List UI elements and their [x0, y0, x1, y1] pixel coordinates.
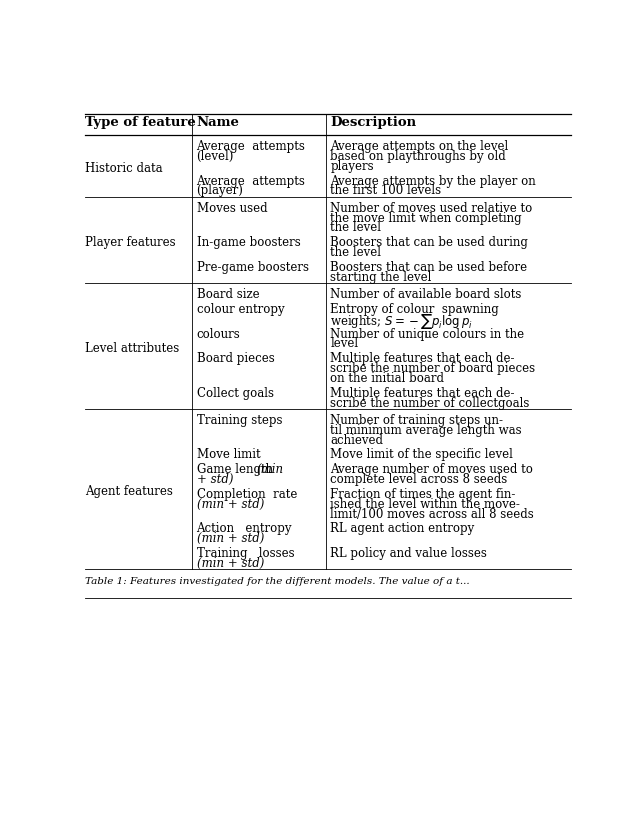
Text: Collect goals: Collect goals: [196, 387, 273, 400]
Text: scribe the number of board pieces: scribe the number of board pieces: [330, 362, 536, 375]
Text: Average attempts on the level: Average attempts on the level: [330, 140, 509, 154]
Text: Name: Name: [196, 117, 239, 129]
Text: (min + std): (min + std): [196, 532, 264, 545]
Text: Action   entropy: Action entropy: [196, 522, 292, 535]
Text: starting the level: starting the level: [330, 271, 432, 284]
Text: Fraction of times the agent fin-: Fraction of times the agent fin-: [330, 488, 516, 501]
Text: Training steps: Training steps: [196, 414, 282, 427]
Text: Board size: Board size: [196, 288, 259, 301]
Text: based on playthroughs by old: based on playthroughs by old: [330, 150, 506, 163]
Text: (min + std): (min + std): [196, 498, 264, 511]
Text: Pre-game boosters: Pre-game boosters: [196, 261, 308, 274]
Text: Boosters that can be used before: Boosters that can be used before: [330, 261, 527, 274]
Text: (player): (player): [196, 185, 243, 198]
Text: the first 100 levels: the first 100 levels: [330, 185, 442, 198]
Text: the level: the level: [330, 222, 381, 235]
Text: Average  attempts: Average attempts: [196, 175, 305, 188]
Text: the move limit when completing: the move limit when completing: [330, 212, 522, 225]
Text: the level: the level: [330, 246, 381, 259]
Text: (level): (level): [196, 150, 234, 163]
Text: scribe the number of collectgoals: scribe the number of collectgoals: [330, 397, 530, 410]
Text: Multiple features that each de-: Multiple features that each de-: [330, 387, 515, 400]
Text: colours: colours: [196, 328, 240, 341]
Text: RL agent action entropy: RL agent action entropy: [330, 522, 475, 535]
Text: Historic data: Historic data: [85, 162, 163, 175]
Text: Multiple features that each de-: Multiple features that each de-: [330, 352, 515, 365]
Text: Training   losses: Training losses: [196, 547, 294, 560]
Text: Board pieces: Board pieces: [196, 352, 275, 365]
Text: (min + std): (min + std): [196, 557, 264, 570]
Text: Type of feature: Type of feature: [85, 117, 196, 129]
Text: Level attributes: Level attributes: [85, 342, 179, 355]
Text: Completion  rate: Completion rate: [196, 488, 297, 501]
Text: Number of available board slots: Number of available board slots: [330, 288, 522, 301]
Text: + std): + std): [196, 473, 233, 486]
Text: (min: (min: [257, 463, 284, 476]
Text: Moves used: Moves used: [196, 202, 267, 215]
Text: Boosters that can be used during: Boosters that can be used during: [330, 236, 529, 250]
Text: Average attempts by the player on: Average attempts by the player on: [330, 175, 536, 188]
Text: Move limit: Move limit: [196, 448, 260, 461]
Text: on the initial board: on the initial board: [330, 372, 445, 385]
Text: Game length: Game length: [196, 463, 276, 476]
Text: limit/100 moves across all 8 seeds: limit/100 moves across all 8 seeds: [330, 507, 534, 521]
Text: level: level: [330, 337, 358, 351]
Text: til minimum average length was: til minimum average length was: [330, 424, 522, 437]
Text: Player features: Player features: [85, 236, 175, 249]
Text: Entropy of colour  spawning: Entropy of colour spawning: [330, 303, 499, 316]
Text: ished the level within the move-: ished the level within the move-: [330, 498, 520, 511]
Text: Number of moves used relative to: Number of moves used relative to: [330, 202, 532, 215]
Text: Description: Description: [330, 117, 417, 129]
Text: In-game boosters: In-game boosters: [196, 236, 300, 250]
Text: weights; $S=-\sum_i p_i \log p_i$: weights; $S=-\sum_i p_i \log p_i$: [330, 313, 474, 341]
Text: RL policy and value losses: RL policy and value losses: [330, 547, 487, 560]
Text: Number of training steps un-: Number of training steps un-: [330, 414, 504, 427]
Text: colour entropy: colour entropy: [196, 303, 284, 316]
Text: Average  attempts: Average attempts: [196, 140, 305, 154]
Text: Number of unique colours in the: Number of unique colours in the: [330, 328, 525, 341]
Text: Agent features: Agent features: [85, 485, 173, 498]
Text: achieved: achieved: [330, 433, 383, 447]
Text: complete level across 8 seeds: complete level across 8 seeds: [330, 473, 508, 486]
Text: Move limit of the specific level: Move limit of the specific level: [330, 448, 513, 461]
Text: Table 1: Features investigated for the different models. The value of a t...: Table 1: Features investigated for the d…: [85, 577, 470, 585]
Text: players: players: [330, 160, 374, 173]
Text: Average number of moves used to: Average number of moves used to: [330, 463, 533, 476]
